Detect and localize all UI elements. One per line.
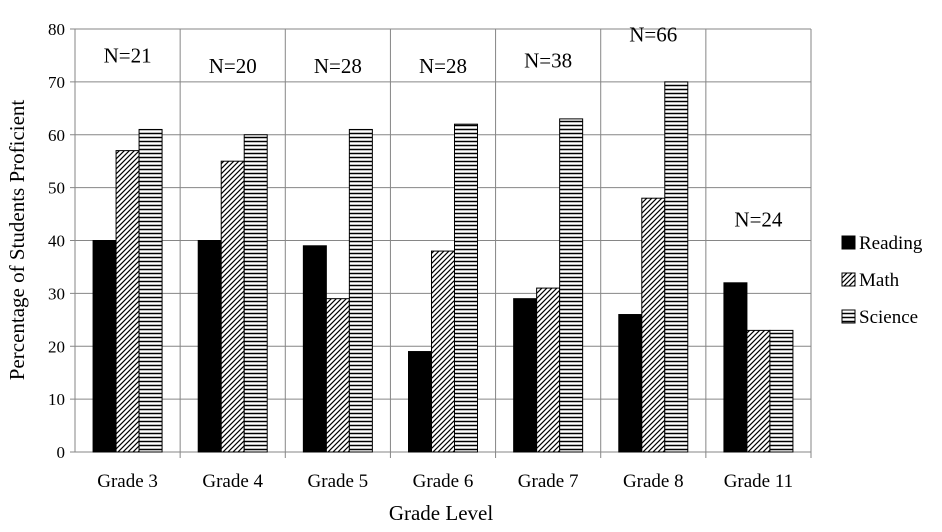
x-axis-title: Grade Level	[389, 501, 494, 525]
legend-label-math: Math	[859, 270, 900, 291]
bar-reading	[302, 245, 327, 453]
bar-math	[325, 298, 350, 453]
x-tick-label: Grade 4	[202, 471, 263, 492]
legend-swatch-math	[841, 272, 856, 287]
bar-reading	[408, 351, 432, 453]
x-tick-label: Grade 11	[724, 471, 793, 492]
legend-label-science: Science	[859, 307, 918, 328]
bar-science	[559, 118, 584, 453]
y-tick-label: 60	[48, 126, 65, 145]
y-tick-label: 0	[57, 443, 66, 462]
x-tick-label: Grade 3	[97, 471, 158, 492]
bar-science	[664, 81, 689, 453]
bar-math	[536, 287, 561, 453]
y-tick-label: 70	[48, 73, 65, 92]
bar-science	[348, 128, 373, 453]
legend-swatch-science	[841, 309, 856, 324]
x-tick-label: Grade 6	[413, 471, 474, 492]
y-tick-label: 80	[48, 20, 65, 39]
sample-size-label: N=28	[314, 54, 362, 78]
labels: 0 10 20 30 40 50 60 70 80 Grade 3 N=21 Grade 4 N=20 G…	[48, 20, 793, 492]
sample-size-label: N=66	[629, 22, 677, 46]
bar-science	[243, 134, 268, 453]
legend-swatch-reading	[841, 235, 856, 250]
sample-size-label: N=21	[104, 43, 152, 67]
bar-math	[746, 329, 771, 453]
legend: Reading Math Science	[841, 233, 923, 328]
bar-math	[115, 150, 140, 453]
bar-science	[454, 123, 478, 453]
bar-reading	[618, 314, 643, 453]
bar-math	[431, 250, 455, 453]
legend-label-reading: Reading	[859, 233, 923, 254]
x-tick-label: Grade 8	[623, 471, 684, 492]
bar-science	[138, 128, 163, 453]
sample-size-label: N=28	[419, 54, 467, 78]
sample-size-label: N=38	[524, 49, 572, 73]
y-tick-label: 50	[48, 179, 65, 198]
x-tick-label: Grade 5	[308, 471, 369, 492]
bars	[92, 81, 794, 453]
bar-science	[769, 329, 794, 453]
y-tick-label: 10	[48, 390, 65, 409]
bar-reading	[92, 240, 117, 453]
bar-reading	[513, 298, 538, 453]
y-tick-label: 30	[48, 284, 65, 303]
bar-math	[641, 197, 666, 453]
bar-reading	[197, 240, 222, 453]
x-tick-label: Grade 7	[518, 471, 579, 492]
y-tick-label: 20	[48, 337, 65, 356]
sample-size-label: N=20	[209, 54, 257, 78]
bar-reading	[723, 282, 748, 453]
y-axis-title: Percentage of Students Proficient	[5, 100, 29, 381]
y-tick-label: 40	[48, 232, 65, 251]
sample-size-label: N=24	[734, 207, 783, 231]
bar-math	[220, 160, 245, 453]
